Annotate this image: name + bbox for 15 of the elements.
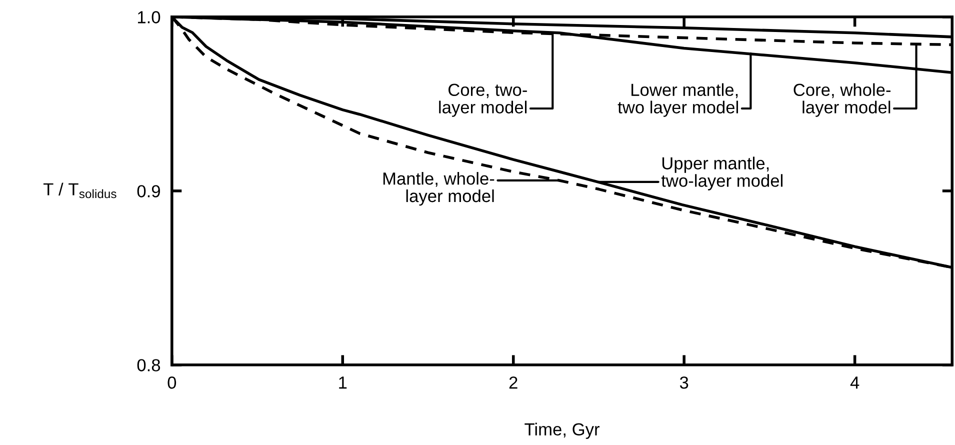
y-tick-label: 1.0 — [138, 11, 160, 24]
x-tick-label: 1 — [339, 376, 347, 389]
annotation: Upper mantle, two-layer model — [661, 156, 782, 190]
y-tick-label: 0.9 — [137, 185, 160, 198]
x-tick-label: 3 — [680, 376, 688, 389]
x-tick-label: 0 — [168, 376, 176, 389]
annotation: Core, whole- layer model — [794, 83, 891, 117]
y-tick-label: 0.8 — [137, 359, 160, 372]
annotation: Mantle, whole- layer model — [383, 172, 494, 206]
annotation: Lower mantle, two layer model — [618, 83, 738, 117]
x-tick-label: 4 — [850, 376, 860, 389]
y-axis-title: T / T$_{solidus}$ — [43, 182, 116, 198]
annotation: Core, two- layer model — [439, 84, 527, 117]
x-tick-label: 2 — [509, 376, 518, 389]
x-axis-title: Time, Gyr — [524, 422, 600, 439]
